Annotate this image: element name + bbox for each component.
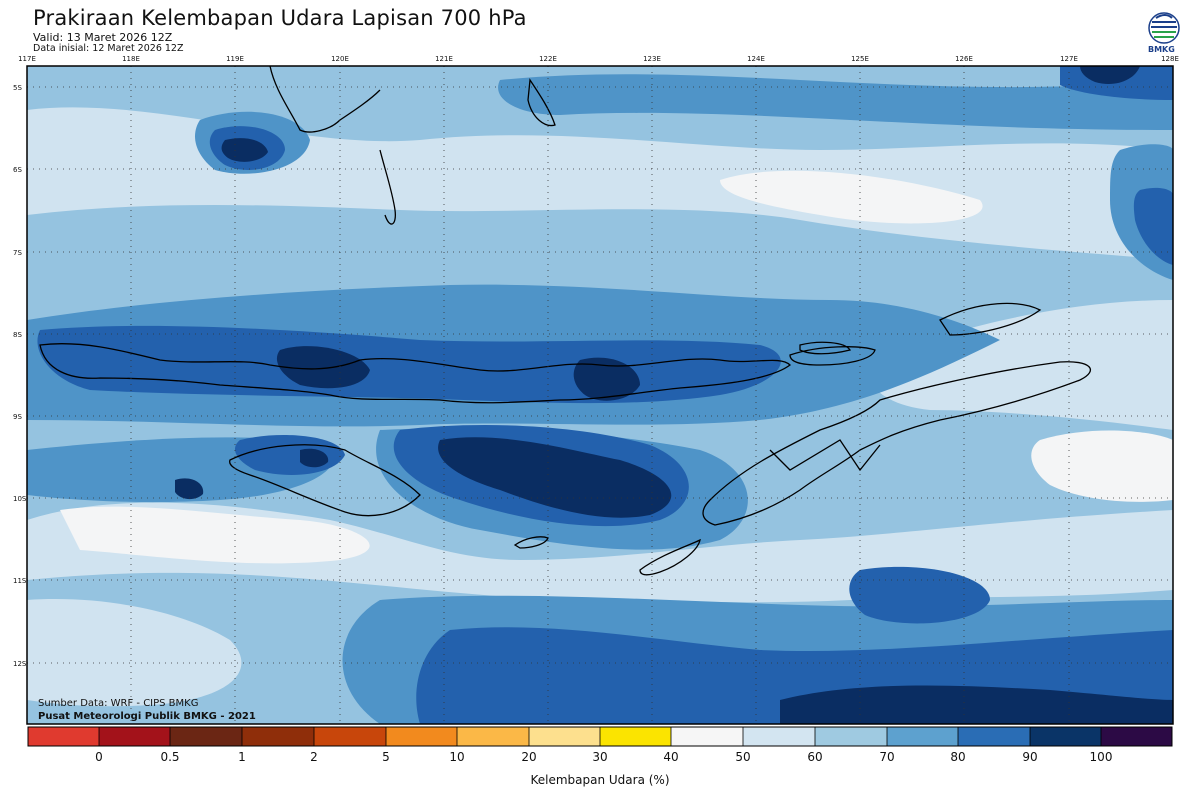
colorbar-tick: 0	[95, 750, 103, 764]
map-frame	[26, 65, 1174, 725]
colorbar-tick: 50	[735, 750, 750, 764]
colorbar-tick: 60	[807, 750, 822, 764]
colorbar-swatch	[815, 727, 887, 746]
lon-label: 123E	[643, 55, 661, 63]
colorbar-tick: 20	[521, 750, 536, 764]
colorbar-tick: 80	[950, 750, 965, 764]
colorbar-tick: 10	[449, 750, 464, 764]
colorbar-swatch	[1101, 727, 1172, 746]
lon-label: 118E	[122, 55, 140, 63]
lat-label: 5S	[13, 84, 22, 92]
coast-timor-border	[769, 439, 881, 472]
colorbar-swatch	[457, 727, 529, 746]
coast-sumbawa-lombok	[39, 343, 791, 404]
coastlines	[39, 66, 1092, 576]
colorbar-swatch	[314, 727, 386, 746]
coast-selayar	[379, 149, 396, 225]
coast-sulawesi-south	[269, 66, 381, 133]
lat-label: 6S	[13, 166, 22, 174]
colorbar-swatch	[958, 727, 1030, 746]
colorbar-swatch	[600, 727, 671, 746]
colorbar-tick: 1	[238, 750, 246, 764]
colorbar-dividers	[98, 727, 1102, 746]
saturated-core-nusa-2	[573, 357, 640, 401]
colorbar-swatch	[743, 727, 815, 746]
light-east	[867, 300, 1173, 430]
lon-label: 124E	[747, 55, 765, 63]
colorbar-tick: 100	[1090, 750, 1113, 764]
bmkg-logo-icon	[1148, 12, 1180, 44]
colorbar-tick: 30	[592, 750, 607, 764]
coast-timor	[702, 361, 1092, 526]
colorbar-swatch	[386, 727, 457, 746]
lon-label: 128E	[1161, 55, 1179, 63]
lon-label: 125E	[851, 55, 869, 63]
colorbar-swatch	[242, 727, 314, 746]
saturated-ws	[300, 448, 329, 468]
colorbar-swatch	[671, 727, 743, 746]
coast-alor	[799, 341, 852, 355]
lon-label: 127E	[1060, 55, 1078, 63]
dry-patch-north	[720, 170, 983, 224]
lon-label: 122E	[539, 55, 557, 63]
credits: Sumber Data: WRF - CIPS BMKG Pusat Meteo…	[38, 697, 256, 723]
lat-label: 9S	[13, 413, 22, 421]
graticule	[27, 66, 1173, 724]
colorbar-swatch	[99, 727, 170, 746]
coast-flores-east	[789, 346, 876, 366]
colorbar-tick: 90	[1022, 750, 1037, 764]
lat-label: 8S	[13, 331, 22, 339]
colorbar-tick: 40	[663, 750, 678, 764]
colorbar-label: Kelembapan Udara (%)	[530, 773, 670, 787]
coast-buton	[527, 78, 556, 127]
colorbar-swatch	[887, 727, 958, 746]
saturated-bottom	[780, 685, 1173, 724]
lat-label: 10S	[13, 495, 27, 503]
colorbar-ticks: 0 0.5 1 2 5 10 20 30 40 50 60 70 80 90 1…	[95, 750, 1112, 764]
colorbar-swatch	[1030, 727, 1101, 746]
publisher-credit: Pusat Meteorologi Publik BMKG - 2021	[38, 711, 256, 722]
coast-wetar	[939, 302, 1042, 336]
lat-label: 11S	[13, 577, 27, 585]
coast-sawu	[513, 536, 549, 549]
light-sw	[27, 599, 242, 707]
lon-label: 120E	[331, 55, 349, 63]
colorbar-tick: 0.5	[160, 750, 179, 764]
lon-label: 119E	[226, 55, 244, 63]
data-source-credit: Sumber Data: WRF - CIPS BMKG	[38, 698, 199, 709]
lat-label: 12S	[13, 660, 27, 668]
dry-patch-west	[60, 506, 370, 564]
saturated-nw	[221, 138, 268, 162]
saturated-ne	[1080, 66, 1140, 85]
colorbar-tick: 2	[310, 750, 318, 764]
latitude-labels: 5S 6S 7S 8S 9S 10S 11S 12S	[13, 84, 27, 668]
colorbar: 0 0.5 1 2 5 10 20 30 40 50 60 70 80 90 1…	[27, 726, 1173, 764]
humidity-field	[27, 66, 1173, 724]
valid-time: Valid: 13 Maret 2026 12Z	[33, 31, 173, 44]
colorbar-swatch	[170, 727, 242, 746]
saturated-core-nusa	[276, 346, 370, 389]
coast-sumba	[229, 444, 421, 517]
logo-label: BMKG	[1148, 45, 1175, 54]
lat-label: 7S	[13, 249, 22, 257]
colorbar-tick: 5	[382, 750, 390, 764]
moist-north-band	[498, 74, 1173, 130]
saturated-sw-dot	[175, 478, 204, 500]
wet-ne	[1133, 187, 1173, 265]
longitude-labels: 117E 118E 119E 120E 121E 122E 123E 124E …	[18, 55, 1179, 63]
initial-data-time: Data inisial: 12 Maret 2026 12Z	[33, 43, 184, 54]
colorbar-swatch	[529, 727, 600, 746]
colorbar-tick: 70	[879, 750, 894, 764]
coast-rote	[639, 538, 701, 576]
map-title: Prakiraan Kelembapan Udara Lapisan 700 h…	[33, 6, 527, 30]
wet-se	[849, 566, 990, 624]
saturated-core-south	[438, 437, 672, 518]
lon-label: 126E	[955, 55, 973, 63]
lon-label: 121E	[435, 55, 453, 63]
colorbar-swatch	[28, 727, 99, 746]
dry-patch-east	[1031, 430, 1173, 502]
lon-label: 117E	[18, 55, 36, 63]
